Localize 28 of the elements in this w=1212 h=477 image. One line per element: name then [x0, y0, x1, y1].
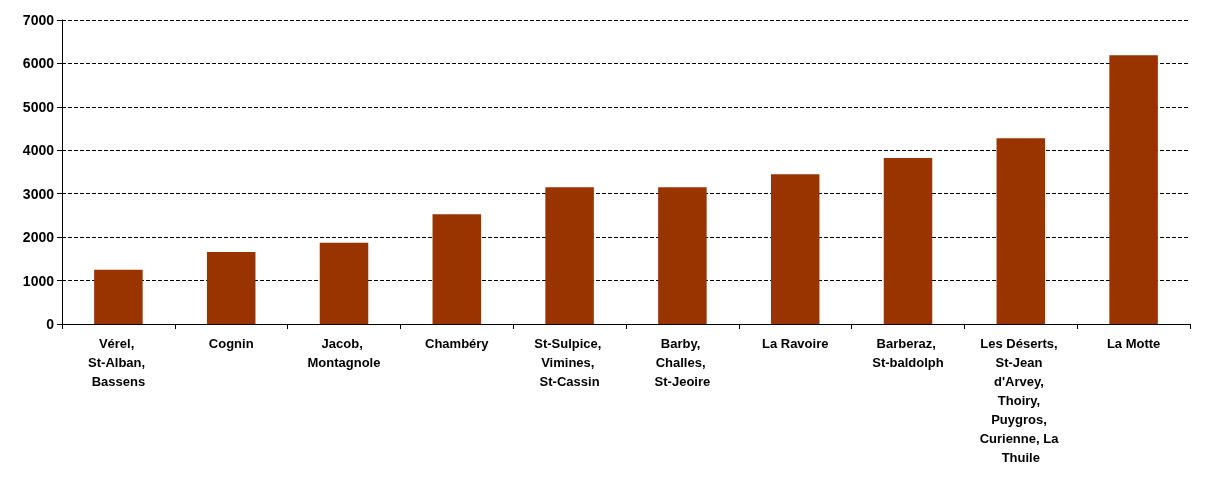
bar	[658, 187, 707, 324]
x-tick-label: Cognin	[208, 336, 254, 351]
bar	[883, 158, 933, 324]
x-tick-label: Jacob, Montagnole	[307, 336, 381, 370]
x-tick-label: St-Sulpice, Vimines, St-Cassin	[534, 336, 605, 389]
bar	[545, 187, 594, 324]
bar	[1109, 55, 1158, 324]
y-tick-label: 2000	[22, 229, 55, 246]
y-tick-label: 3000	[22, 185, 55, 202]
x-tick-label: La Motte	[1106, 336, 1161, 351]
x-tick-label: Barby, Challes, St-Jeoire	[654, 336, 711, 389]
x-tick-label: La Ravoire	[761, 336, 829, 351]
x-tick-label: Barberaz, St-baldolph	[872, 336, 944, 370]
bar	[996, 138, 1046, 324]
y-tick-label: 0	[46, 316, 55, 332]
x-tick-label: Chambéry	[425, 336, 490, 351]
y-tick-label: 7000	[22, 12, 55, 28]
x-tick-label: Vérel, St-Alban, Bassens	[88, 336, 149, 389]
x-tick-label: Les Déserts, St-Jean d'Arvey, Thoiry, Puygros, Curienne, La Thuile	[979, 336, 1062, 465]
y-tick-label: 4000	[22, 142, 55, 159]
y-tick-label: 5000	[22, 98, 55, 115]
y-tick-label: 6000	[22, 55, 55, 72]
bar	[94, 269, 143, 324]
bar	[319, 242, 369, 324]
y-tick-label: 1000	[22, 272, 55, 289]
bar	[770, 174, 820, 324]
bar	[206, 251, 256, 324]
bar	[432, 214, 482, 324]
